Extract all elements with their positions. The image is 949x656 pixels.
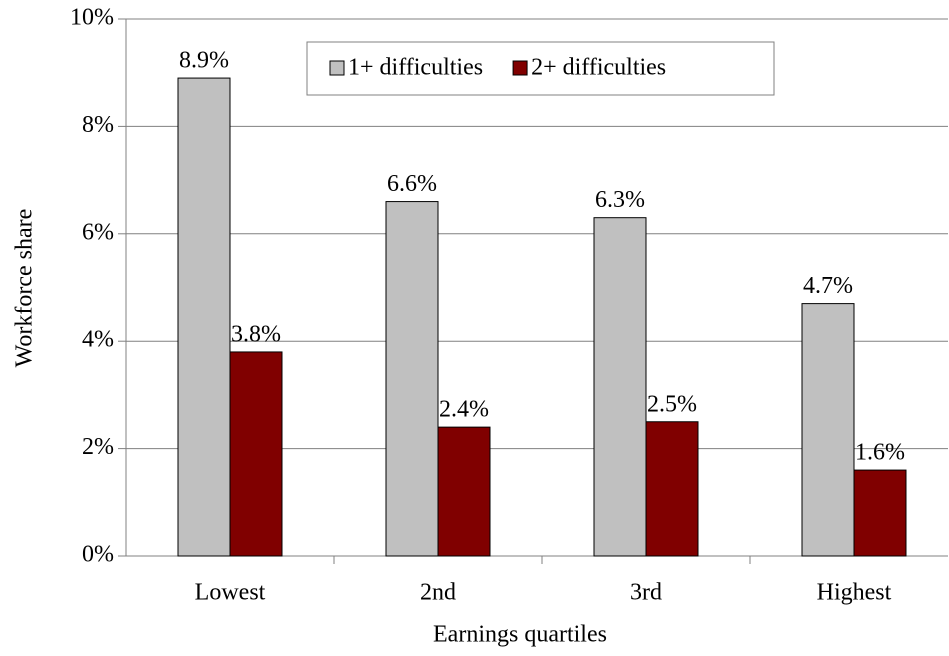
legend-box xyxy=(306,41,775,96)
data-label: 1.6% xyxy=(855,440,905,466)
y-tick-label: 6% xyxy=(82,219,114,245)
data-label: 3.8% xyxy=(231,321,281,347)
bar xyxy=(801,303,855,557)
data-label: 6.3% xyxy=(595,187,645,213)
x-axis-label: Earnings quartiles xyxy=(433,622,607,648)
legend: 1+ difficulties 2+ difficulties xyxy=(306,41,775,96)
bar xyxy=(385,201,439,557)
y-tick-label: 0% xyxy=(82,542,114,568)
bar xyxy=(229,351,283,557)
x-tick-label: Highest xyxy=(817,580,892,606)
legend-swatch xyxy=(512,60,528,76)
x-tick-label: 2nd xyxy=(420,580,456,606)
y-tick-label: 10% xyxy=(70,5,114,31)
data-label: 2.5% xyxy=(647,391,697,417)
legend-label: 1+ difficulties xyxy=(348,55,483,81)
y-tick-label: 2% xyxy=(82,434,114,460)
x-tick-label: Lowest xyxy=(195,580,266,606)
legend-swatch xyxy=(329,60,345,76)
bar xyxy=(437,426,491,557)
data-label: 8.9% xyxy=(179,48,229,74)
y-tick-label: 4% xyxy=(82,327,114,353)
bar xyxy=(177,77,231,557)
data-label: 6.6% xyxy=(387,171,437,197)
y-axis-label: Workforce share xyxy=(12,209,38,368)
x-tick-label: 3rd xyxy=(630,580,662,606)
bar xyxy=(853,469,907,557)
bar xyxy=(645,421,699,557)
data-label: 4.7% xyxy=(803,273,853,299)
data-label: 2.4% xyxy=(439,397,489,423)
bar xyxy=(593,217,647,557)
legend-label: 2+ difficulties xyxy=(531,55,666,81)
y-tick-label: 8% xyxy=(82,112,114,138)
